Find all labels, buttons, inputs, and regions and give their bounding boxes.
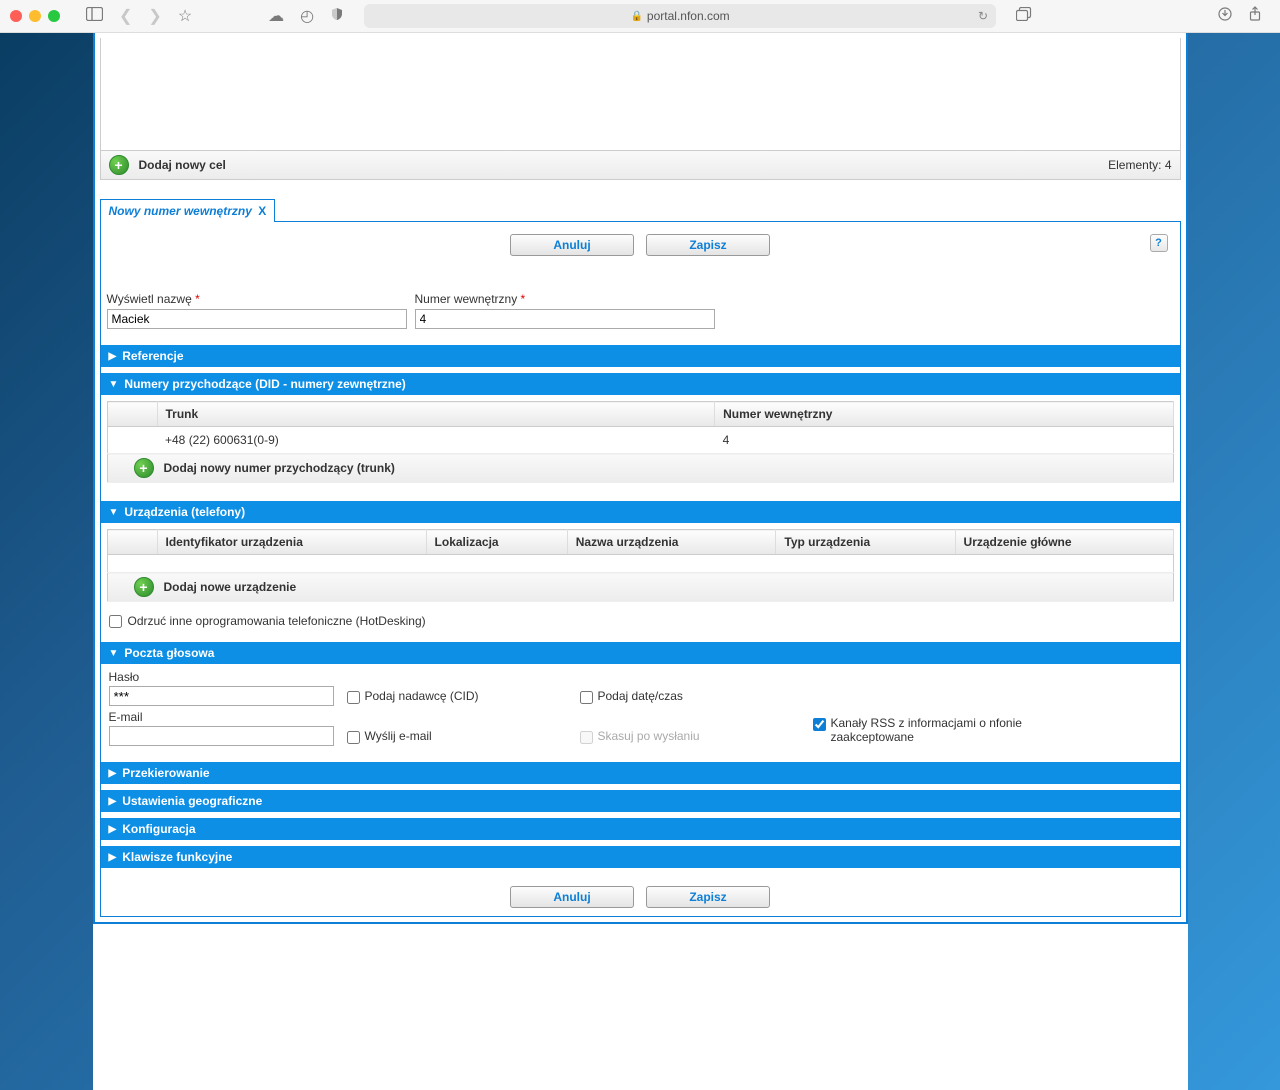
table-row[interactable]: +48 (22) 600631(0-9) 4 — [107, 427, 1173, 454]
save-button-bottom[interactable]: Zapisz — [646, 886, 770, 908]
refresh-icon[interactable]: ↻ — [978, 9, 988, 23]
cloud-icon[interactable]: ☁ — [268, 6, 284, 26]
bookmark-star-icon[interactable]: ☆ — [178, 6, 192, 26]
chevron-right-icon: ▶ — [109, 351, 117, 362]
share-icon[interactable] — [1248, 6, 1262, 27]
back-icon[interactable]: ❮ — [119, 6, 132, 26]
vm-rss-label: Kanały RSS z informacjami o nfonie zaakc… — [831, 716, 1038, 744]
extension-label: Numer wewnętrzny * — [415, 292, 715, 306]
url-text: portal.nfon.com — [647, 9, 730, 23]
vm-cid-label: Podaj nadawcę (CID) — [365, 689, 479, 703]
section-func-keys[interactable]: ▶ Klawisze funkcyjne — [101, 846, 1180, 868]
sidebar-toggle-icon[interactable] — [86, 7, 103, 26]
tab-close-icon[interactable]: X — [258, 204, 266, 218]
chevron-right-icon: ▶ — [109, 852, 117, 863]
section-voicemail[interactable]: ▼ Poczta głosowa — [101, 642, 1180, 664]
vm-email-input[interactable] — [109, 726, 334, 746]
tabs-icon[interactable] — [1016, 7, 1032, 26]
add-trunk-label[interactable]: Dodaj nowy numer przychodzący (trunk) — [164, 461, 395, 475]
elements-count-label: Elementy: 4 — [1108, 158, 1171, 172]
dev-col-name: Nazwa urządzenia — [567, 530, 776, 555]
did-col-ext: Numer wewnętrzny — [715, 402, 1173, 427]
address-bar[interactable]: 🔒 portal.nfon.com ↻ — [364, 4, 996, 28]
targets-list-area — [100, 38, 1181, 150]
tab-new-extension[interactable]: Nowy numer wewnętrzny X — [100, 199, 276, 222]
vm-datetime-label: Podaj datę/czas — [598, 689, 683, 703]
display-name-input[interactable] — [107, 309, 407, 329]
display-name-label: Wyświetl nazwę * — [107, 292, 407, 306]
forward-icon[interactable]: ❯ — [148, 6, 161, 26]
vm-delete-checkbox — [580, 731, 593, 744]
save-button[interactable]: Zapisz — [646, 234, 770, 256]
vm-cid-checkbox[interactable] — [347, 691, 360, 704]
cancel-button-bottom[interactable]: Anuluj — [510, 886, 634, 908]
tab-title: Nowy numer wewnętrzny — [109, 204, 252, 218]
add-device-plus-icon[interactable]: + — [134, 577, 154, 597]
chevron-down-icon: ▼ — [109, 379, 119, 390]
devices-table: Identyfikator urządzenia Lokalizacja Naz… — [107, 529, 1174, 602]
zoom-window-icon[interactable] — [48, 10, 60, 22]
chevron-right-icon: ▶ — [109, 768, 117, 779]
lock-icon: 🔒 — [630, 11, 642, 22]
window-controls — [10, 10, 60, 22]
browser-toolbar: ❮ ❯ ☆ ☁ ◴ 🔒 portal.nfon.com ↻ — [0, 0, 1280, 33]
did-table: Trunk Numer wewnętrzny +48 (22) 600631(0… — [107, 401, 1174, 483]
vm-sendemail-label: Wyślij e-mail — [365, 729, 432, 743]
table-row — [107, 555, 1173, 573]
dev-col-type: Typ urządzenia — [776, 530, 955, 555]
minimize-window-icon[interactable] — [29, 10, 41, 22]
did-col-trunk: Trunk — [157, 402, 715, 427]
help-button[interactable]: ? — [1150, 234, 1168, 252]
vm-rss-checkbox[interactable] — [813, 718, 826, 731]
hotdesking-checkbox[interactable] — [109, 615, 122, 628]
hotdesking-label: Odrzuć inne oprogramowania telefoniczne … — [128, 614, 426, 628]
add-target-row: + Dodaj nowy cel Elementy: 4 — [100, 150, 1181, 180]
downloads-icon[interactable] — [1218, 7, 1232, 26]
add-device-label[interactable]: Dodaj nowe urządzenie — [164, 580, 297, 594]
section-forwarding[interactable]: ▶ Przekierowanie — [101, 762, 1180, 784]
chevron-right-icon: ▶ — [109, 796, 117, 807]
close-window-icon[interactable] — [10, 10, 22, 22]
section-config[interactable]: ▶ Konfiguracja — [101, 818, 1180, 840]
did-trunk-value: +48 (22) 600631(0-9) — [157, 427, 715, 454]
vm-sendemail-checkbox[interactable] — [347, 731, 360, 744]
vm-password-label: Hasło — [109, 670, 339, 684]
main-panel: + Dodaj nowy cel Elementy: 4 Nowy numer … — [93, 33, 1188, 924]
did-ext-value: 4 — [715, 427, 1173, 454]
add-target-plus-icon[interactable]: + — [109, 155, 129, 175]
clock-icon[interactable]: ◴ — [300, 6, 314, 26]
add-target-label[interactable]: Dodaj nowy cel — [139, 158, 226, 172]
section-did[interactable]: ▼ Numery przychodzące (DID - numery zewn… — [101, 373, 1180, 395]
dev-col-loc: Lokalizacja — [426, 530, 567, 555]
vm-delete-label: Skasuj po wysłaniu — [598, 729, 700, 743]
cancel-button[interactable]: Anuluj — [510, 234, 634, 256]
chevron-down-icon: ▼ — [109, 648, 119, 659]
extension-input[interactable] — [415, 309, 715, 329]
vm-email-label: E-mail — [109, 710, 339, 724]
vm-datetime-checkbox[interactable] — [580, 691, 593, 704]
section-devices[interactable]: ▼ Urządzenia (telefony) — [101, 501, 1180, 523]
section-geo[interactable]: ▶ Ustawienia geograficzne — [101, 790, 1180, 812]
chevron-down-icon: ▼ — [109, 507, 119, 518]
tab-body: Anuluj Zapisz ? Wyświetl nazwę * Numer — [100, 221, 1181, 917]
chevron-right-icon: ▶ — [109, 824, 117, 835]
vm-password-input[interactable] — [109, 686, 334, 706]
add-trunk-plus-icon[interactable]: + — [134, 458, 154, 478]
shield-icon[interactable] — [330, 7, 344, 26]
section-references[interactable]: ▶ Referencje — [101, 345, 1180, 367]
dev-col-main: Urządzenie główne — [955, 530, 1173, 555]
dev-col-id: Identyfikator urządzenia — [157, 530, 426, 555]
